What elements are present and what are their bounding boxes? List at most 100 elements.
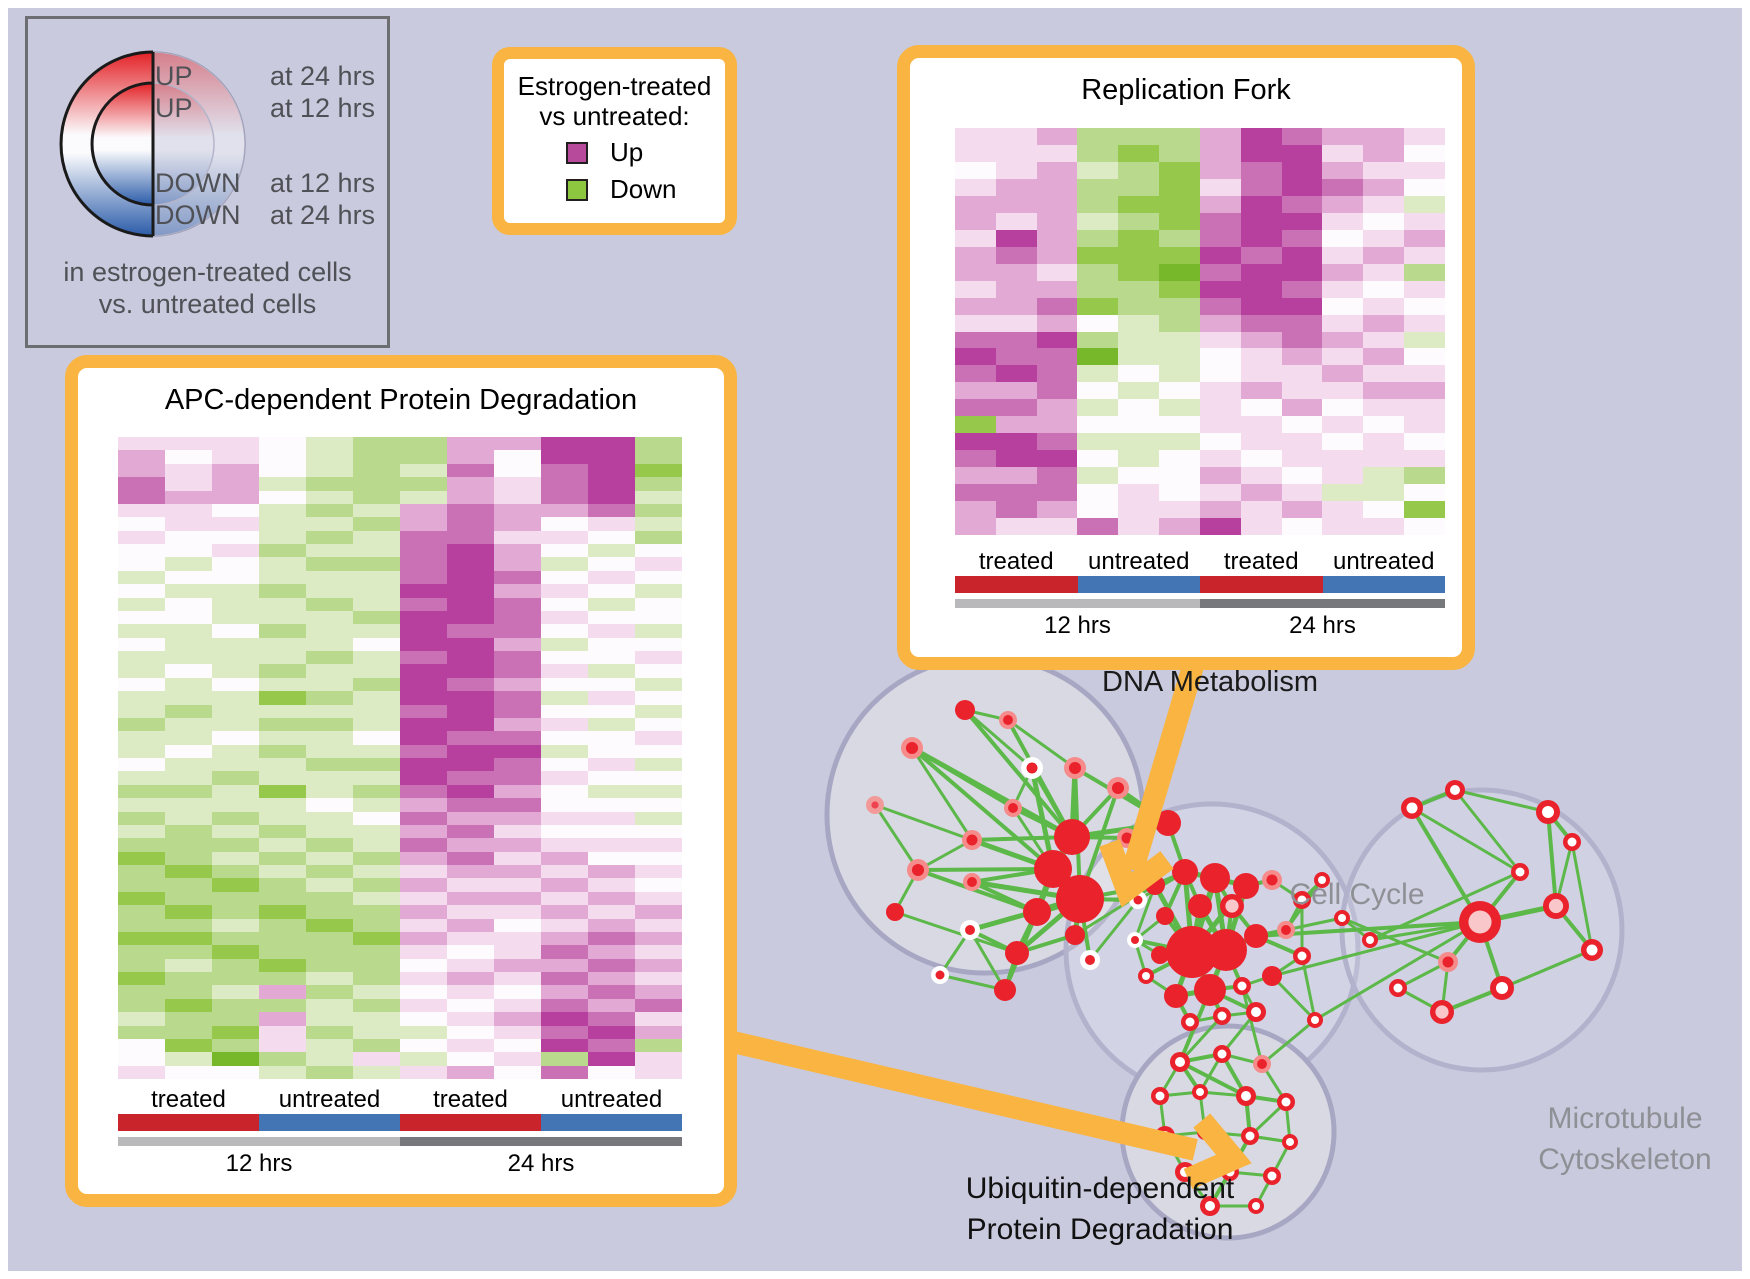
heatmap-cell [353, 918, 400, 932]
heatmap-cell [1159, 348, 1200, 366]
heatmap-cell [447, 824, 494, 839]
heatmap-cell [118, 1025, 165, 1039]
heatmap-cell [1159, 212, 1200, 230]
updown-ring-icon [59, 50, 246, 238]
heatmap-cell [494, 463, 541, 478]
treated-bar [1200, 576, 1323, 593]
heatmap-cell [400, 771, 447, 785]
heatmap-cell [494, 958, 541, 972]
heatmap-cell [541, 664, 588, 678]
heatmap-cell [353, 945, 400, 959]
heatmap-cell [1322, 195, 1364, 213]
heatmap-cell [306, 557, 353, 571]
heatmap-cell [447, 463, 494, 478]
heatmap-cell [588, 731, 635, 745]
heatmap-cell [1159, 161, 1200, 179]
heatmap-cell [1404, 416, 1445, 434]
heatmap-cell [1363, 178, 1405, 196]
heatmap-cell [1077, 365, 1119, 383]
heatmap-cell [1281, 331, 1323, 349]
heatmap-cell [400, 998, 447, 1013]
heatmap-cell [306, 1038, 353, 1053]
heatmap-cell [1077, 195, 1119, 213]
heatmap-cell [1240, 399, 1282, 417]
heatmap-cell [447, 530, 494, 544]
heatmap-cell [635, 798, 682, 812]
heatmap-cell [1322, 128, 1364, 145]
heatmap-cell [1281, 212, 1323, 230]
heatmap-cell [259, 891, 306, 906]
12hrs-bar [955, 599, 1200, 608]
heatmap-cell [1404, 382, 1445, 400]
replication-fork-group-labels: treated untreated treated untreated [955, 548, 1445, 576]
heatmap-cell [447, 811, 494, 825]
heatmap-cell [259, 704, 306, 718]
heatmap-cell [635, 931, 682, 946]
heatmap-cell [1077, 128, 1119, 145]
heatmap-cell [1281, 450, 1323, 468]
heatmap-cell [353, 437, 400, 451]
heatmap-cell [447, 998, 494, 1013]
heatmap-cell [494, 838, 541, 852]
heatmap-cell [447, 865, 494, 879]
heatmap-cell [353, 865, 400, 879]
heatmap-cell [400, 731, 447, 745]
heatmap-cell [165, 637, 212, 651]
heatmap-cell [306, 998, 353, 1013]
heatmap-cell [447, 691, 494, 705]
heatmap-cell [447, 1065, 494, 1079]
heatmap-cell [259, 557, 306, 571]
heatmap-cell [1363, 399, 1405, 417]
heatmap-cell [118, 490, 165, 504]
heatmap-cell [353, 597, 400, 611]
heatmap-cell [306, 838, 353, 852]
heatmap-cell [1159, 467, 1200, 485]
heatmap-cell [1404, 433, 1445, 451]
heatmap-cell [1036, 501, 1078, 519]
heatmap-cell [541, 530, 588, 544]
heatmap-cell [494, 1038, 541, 1053]
heatmap-cell [353, 771, 400, 785]
heatmap-cell [955, 518, 996, 535]
heatmap-cell [212, 985, 259, 999]
heatmap-cell [1322, 297, 1364, 315]
heatmap-cell [165, 610, 212, 625]
heatmap-cell [1240, 195, 1282, 213]
heatmap-cell [635, 463, 682, 478]
heatmap-cell [588, 824, 635, 839]
untreated-bar [1077, 576, 1200, 593]
heatmap-cell [400, 717, 447, 732]
apc-condition-bars [118, 1114, 682, 1131]
heatmap-cell [494, 637, 541, 651]
heatmap-cell [353, 530, 400, 544]
heatmap-cell [118, 931, 165, 946]
heatmap-cell [1240, 331, 1282, 349]
heatmap-cell [541, 824, 588, 839]
heatmap-cell [306, 570, 353, 585]
heatmap-cell [1036, 518, 1078, 535]
heatmap-cell [1159, 280, 1200, 298]
heatmap-cell [1363, 314, 1405, 332]
heatmap-cell [541, 704, 588, 718]
heatmap-cell [1077, 144, 1119, 162]
heatmap-cell [212, 798, 259, 812]
12hrs-label: 12 hrs [225, 1150, 293, 1177]
heatmap-cell [165, 477, 212, 491]
heatmap-cell [1118, 144, 1160, 162]
heatmap-cell [306, 865, 353, 879]
heatmap-cell [165, 651, 212, 665]
heatmap-cell [1322, 467, 1364, 485]
heatmap-cell [306, 811, 353, 825]
heatmap-cell [541, 637, 588, 651]
heatmap-cell [306, 931, 353, 946]
heatmap-cell [118, 784, 165, 799]
heatmap-cell [1363, 518, 1405, 535]
heatmap-cell [306, 664, 353, 678]
heatmap-cell [259, 544, 306, 558]
heatmap-cell [635, 972, 682, 986]
24hrs-bar [400, 1137, 682, 1146]
heatmap-cell [353, 717, 400, 732]
heatmap-cell [1322, 229, 1364, 247]
heatmap-cell [1404, 399, 1445, 417]
heatmap-cell [165, 824, 212, 839]
